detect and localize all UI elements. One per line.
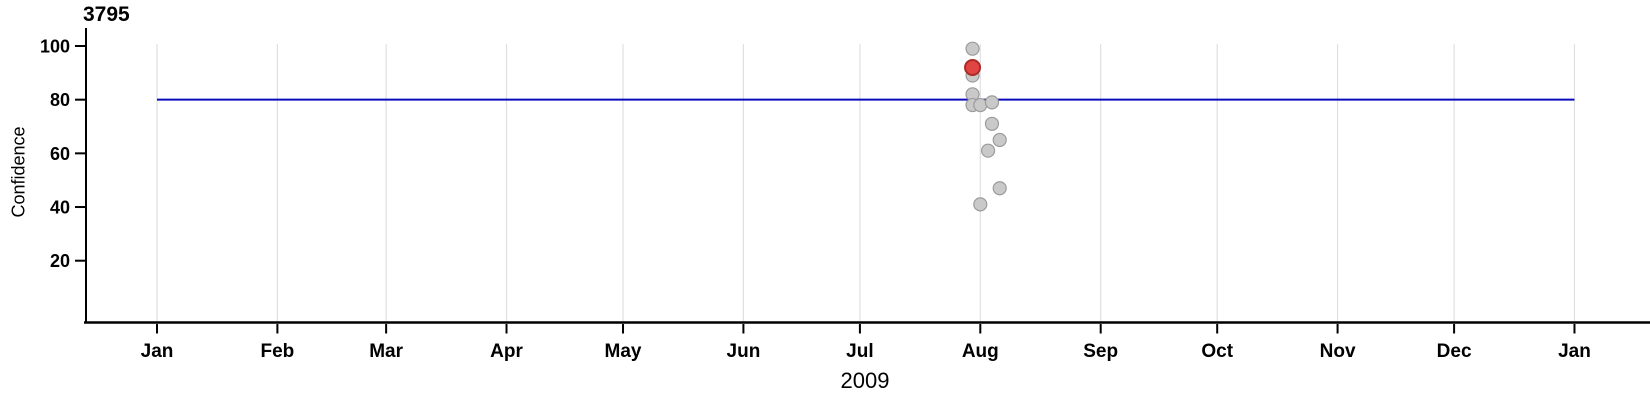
chart-title: 3795	[83, 3, 130, 26]
y-tick-label: 100	[40, 37, 70, 57]
month-tick-label: Aug	[962, 341, 999, 362]
event-point[interactable]	[992, 132, 1007, 148]
month-tick-label: Mar	[369, 341, 403, 362]
event-point[interactable]	[992, 181, 1007, 196]
month-tick-label: Oct	[1201, 341, 1233, 362]
event-point[interactable]	[973, 97, 988, 113]
month-tick-label: May	[605, 341, 642, 362]
month-tick-label: Feb	[260, 341, 294, 362]
y-tick-label: 80	[50, 90, 70, 110]
y-tick-label: 20	[50, 251, 70, 271]
y-tick-label: 60	[50, 144, 70, 164]
event-point[interactable]	[984, 95, 1000, 110]
month-tick-label: Sep	[1083, 341, 1118, 362]
month-tick-label: Dec	[1437, 341, 1472, 362]
event-point[interactable]	[980, 143, 996, 158]
month-tick-label: Jan	[141, 341, 174, 362]
month-tick-label: Jan	[1558, 341, 1591, 362]
event-point[interactable]	[973, 197, 988, 212]
y-tick-label: 40	[50, 198, 70, 218]
y-axis-label: Confidence	[8, 126, 29, 218]
month-tick-label: Nov	[1320, 341, 1356, 362]
x-axis-label: 2009	[840, 368, 890, 393]
month-tick-label: Apr	[490, 341, 523, 362]
month-tick-label: Jun	[727, 341, 761, 362]
event-point[interactable]	[965, 41, 980, 56]
event-point[interactable]	[984, 116, 1000, 131]
event-point-highlighted[interactable]	[964, 58, 982, 76]
month-tick-label: Jul	[846, 341, 873, 362]
